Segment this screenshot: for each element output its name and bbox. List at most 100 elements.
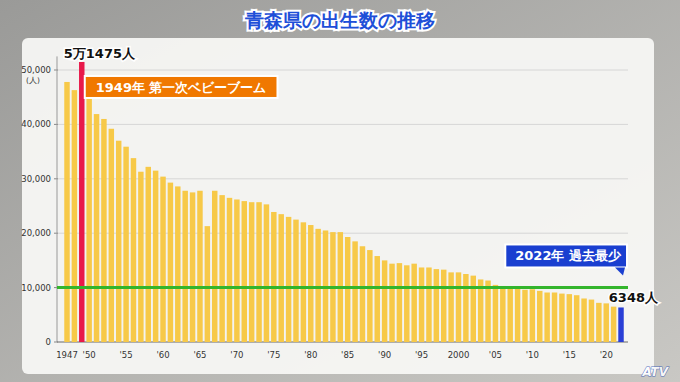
x-tick-label: 2000 [448,350,470,360]
x-tick-label: '15 [563,350,576,360]
x-tick-label: '50 [83,350,96,360]
peak-note: 1949年 第一次ベビーブーム [96,80,267,95]
bar [197,191,202,342]
bar [86,93,91,342]
bar [278,214,283,342]
peak-label: 5万1475人 [64,46,136,61]
bar [219,195,224,342]
bar [212,191,217,342]
bar [271,212,276,342]
x-tick-label: '65 [193,350,206,360]
bar [456,272,461,342]
panel [22,38,654,374]
y-tick-label: 20,000 [21,228,51,238]
bar [603,303,608,342]
bar [301,222,306,342]
bar [72,90,77,342]
bar [589,300,594,342]
bar [552,292,557,342]
bar [264,204,269,342]
y-tick-label: 10,000 [21,283,51,293]
grid-line [57,124,628,125]
x-tick-label: '05 [489,350,502,360]
bar [522,290,527,342]
x-tick-label: '60 [156,350,169,360]
last-note: 2022年 過去最少 [515,248,622,263]
bar [242,201,247,342]
x-tick-label: '20 [600,350,613,360]
bar [190,192,195,342]
reference-line [57,286,628,289]
bar [315,229,320,342]
bar [375,256,380,342]
bar [426,267,431,342]
bar [544,292,549,342]
bar [559,294,564,342]
bar [507,288,512,342]
x-tick-label: '80 [304,350,317,360]
bar [581,298,586,342]
x-tick-label: 1947 [56,350,78,360]
bar [293,220,298,342]
bar [397,263,402,342]
bar [345,237,350,342]
bar [352,241,357,342]
last-label: 6348人 [609,290,659,305]
x-tick-label: '70 [230,350,243,360]
bar [256,202,261,342]
y-axis-label: (人) [26,76,40,85]
bar [205,226,210,342]
bar [168,183,173,342]
y-tick-label: 50,000 [21,65,51,75]
grid-line [57,287,628,288]
bar [182,191,187,342]
x-tick-label: '95 [415,350,428,360]
peak-note-box [85,76,278,98]
y-axis [57,56,58,342]
bar [175,186,180,342]
bar [389,264,394,342]
bar [404,265,409,342]
bar [411,264,416,342]
bar [64,82,69,342]
grid-line [57,70,628,71]
bar [471,276,476,342]
last-note-box [505,244,627,267]
bar [286,217,291,342]
bar [434,269,439,342]
bar [367,250,372,342]
bar [596,303,601,342]
bar [79,62,84,342]
x-tick-label: '10 [526,350,539,360]
bar [227,198,232,342]
bar [360,246,365,342]
bar [234,199,239,342]
bar [463,274,468,342]
bar [567,294,572,342]
bar [537,291,542,342]
background [0,0,680,382]
y-tick-label: 0 [46,337,51,347]
bar [131,158,136,342]
bar [146,167,151,342]
x-tick-label: '85 [341,350,354,360]
x-tick-label: '55 [120,350,133,360]
bar [138,172,143,342]
bar [441,270,446,342]
bar [485,281,490,342]
bars [57,62,628,342]
bar [249,202,254,342]
bar [94,114,99,342]
bar [618,307,623,342]
y-tick-label: 40,000 [21,119,51,129]
bar [448,272,453,342]
bar [574,295,579,342]
chart: 青森県の出生数の推移010,00020,00030,00040,00050,00… [0,0,680,382]
x-tick-label: '75 [267,350,280,360]
bar [109,129,114,342]
bar [530,289,535,342]
bar [515,288,520,342]
source-logo: ATV [641,365,669,379]
x-tick-label: '90 [378,350,391,360]
bar [493,285,498,342]
